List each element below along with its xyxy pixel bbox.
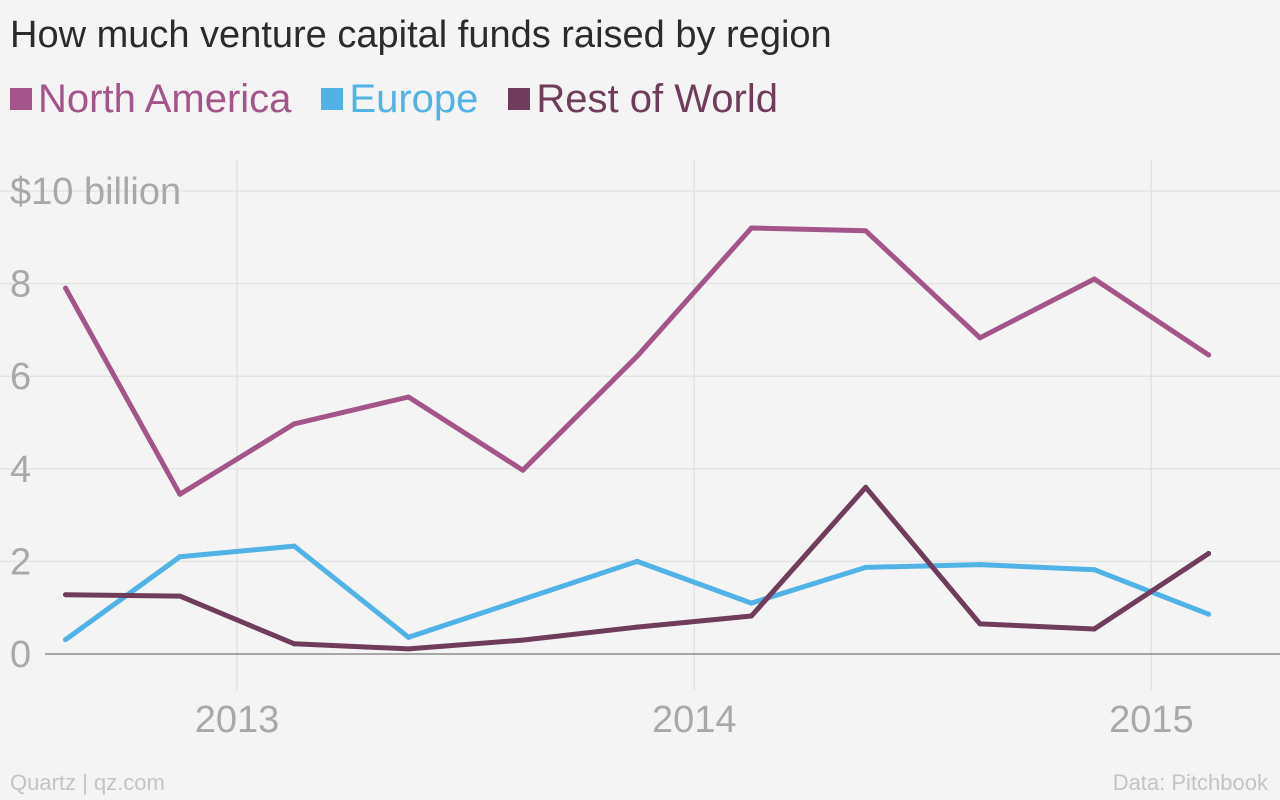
data-point-rest-of-world	[748, 613, 754, 619]
y-tick-label: 6	[10, 356, 31, 398]
data-point-europe	[63, 637, 69, 643]
x-tick-label: 2015	[1109, 699, 1194, 741]
y-tick-label: $10 billion	[10, 171, 181, 213]
y-tick-label: 2	[10, 541, 31, 583]
data-point-europe	[1206, 611, 1212, 617]
data-point-north-america	[405, 394, 411, 400]
footer-data-credit: Data: Pitchbook	[1112, 770, 1268, 795]
data-point-rest-of-world	[634, 624, 640, 630]
x-tick-label: 2013	[195, 699, 280, 741]
data-point-europe	[405, 634, 411, 640]
legend-swatch-europe	[321, 88, 344, 110]
y-tick-label: 0	[10, 634, 31, 676]
data-point-rest-of-world	[405, 646, 411, 652]
data-point-north-america	[748, 225, 754, 231]
legend: North America Europe Rest of World	[10, 76, 808, 122]
data-point-rest-of-world	[863, 484, 869, 490]
data-point-rest-of-world	[291, 641, 297, 647]
legend-label-rest-of-world: Rest of World	[536, 77, 778, 121]
data-point-europe	[977, 562, 983, 568]
data-point-rest-of-world	[177, 593, 183, 599]
data-point-north-america	[863, 228, 869, 234]
legend-label-europe: Europe	[349, 77, 479, 121]
data-point-north-america	[634, 353, 640, 359]
data-point-europe	[634, 558, 640, 564]
data-point-europe	[1091, 567, 1097, 573]
y-tick-label: 8	[10, 264, 31, 306]
data-point-north-america	[1206, 352, 1212, 358]
data-point-europe	[863, 564, 869, 570]
data-point-north-america	[63, 285, 69, 291]
data-point-europe	[520, 596, 526, 602]
data-point-north-america	[977, 335, 983, 341]
data-point-rest-of-world	[977, 621, 983, 627]
legend-swatch-north-america	[10, 88, 32, 110]
data-point-north-america	[177, 491, 183, 497]
footer-source: Quartz | qz.com	[10, 770, 165, 795]
legend-swatch-rest-of-world	[508, 88, 531, 110]
data-point-north-america	[1091, 276, 1097, 282]
data-point-europe	[291, 543, 297, 549]
data-point-europe	[748, 600, 754, 606]
legend-item-europe: Europe	[321, 76, 478, 122]
legend-item-rest-of-world: Rest of World	[508, 76, 778, 122]
data-point-north-america	[520, 467, 526, 473]
data-point-north-america	[291, 421, 297, 427]
y-tick-label: 4	[10, 449, 31, 491]
x-tick-label: 2014	[652, 699, 737, 741]
legend-item-north-america: North America	[10, 76, 291, 122]
data-point-rest-of-world	[63, 592, 69, 598]
data-point-rest-of-world	[1206, 551, 1212, 557]
legend-label-north-america: North America	[38, 77, 292, 121]
data-point-rest-of-world	[520, 637, 526, 643]
chart-title: How much venture capital funds raised by…	[10, 14, 832, 56]
data-point-rest-of-world	[1091, 626, 1097, 632]
data-point-europe	[177, 554, 183, 560]
